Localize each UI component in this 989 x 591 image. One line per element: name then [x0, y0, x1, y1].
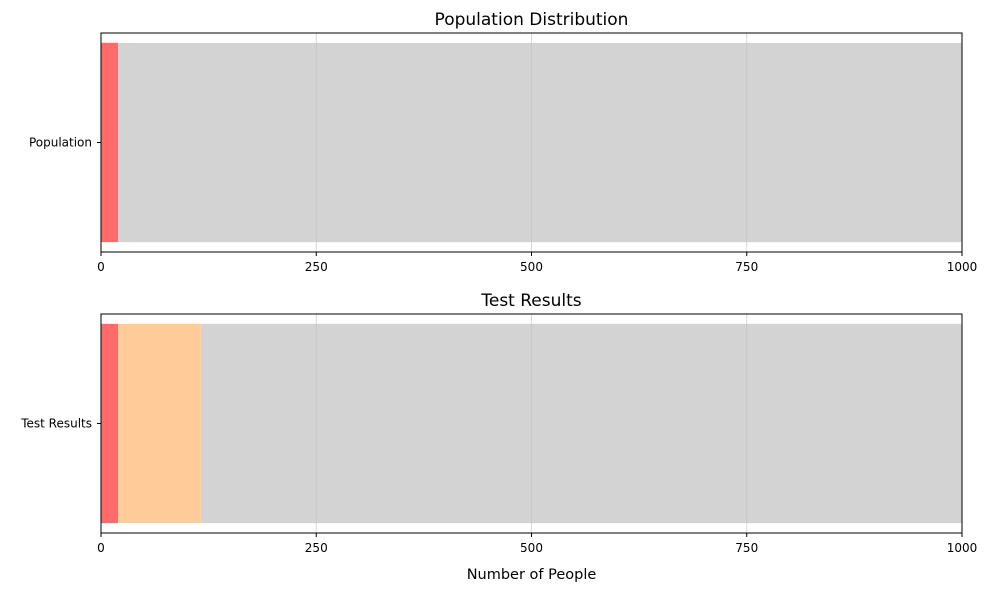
chart-title: Test Results: [480, 291, 581, 311]
x-tick-label: 750: [735, 541, 758, 555]
bar-segment-1: [118, 323, 201, 524]
bars: [100, 42, 963, 243]
y-axis-ticks: Population: [29, 136, 101, 150]
y-tick-label: Population: [29, 136, 92, 150]
bar-segment-0: [101, 323, 119, 524]
x-tick-label: 0: [97, 260, 105, 274]
test-results-panel: Test Results 0 250 500 750 1000 Test Results…: [20, 291, 977, 583]
bar-segment-1: [118, 42, 963, 243]
x-tick-label: 1000: [947, 260, 978, 274]
x-axis-label: Number of People: [467, 567, 597, 583]
bar-segment-2: [200, 323, 963, 524]
x-tick-label: 0: [97, 541, 105, 555]
x-tick-label: 1000: [947, 541, 978, 555]
x-tick-label: 750: [735, 260, 758, 274]
chart-title: Population Distribution: [435, 10, 629, 30]
x-tick-label: 250: [305, 541, 328, 555]
y-axis-ticks: Test Results: [20, 417, 101, 431]
bars: [100, 323, 963, 524]
x-axis-ticks: 0 250 500 750 1000: [97, 252, 977, 274]
bar-segment-0: [101, 42, 119, 243]
x-axis-ticks: 0 250 500 750 1000: [97, 533, 977, 555]
x-tick-label: 500: [520, 541, 543, 555]
population-distribution-panel: Population Distribution 0 250 500 750 1000 P…: [29, 10, 977, 274]
x-tick-label: 500: [520, 260, 543, 274]
x-tick-label: 250: [305, 260, 328, 274]
y-tick-label: Test Results: [20, 417, 92, 431]
